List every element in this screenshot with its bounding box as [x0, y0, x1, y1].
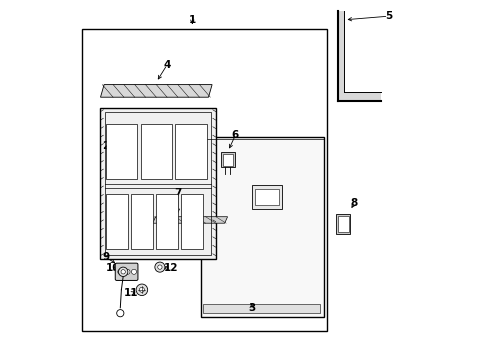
Circle shape	[155, 262, 164, 272]
Text: 12: 12	[163, 263, 178, 273]
Circle shape	[136, 284, 147, 296]
Polygon shape	[101, 85, 212, 97]
Circle shape	[131, 269, 136, 274]
Text: 6: 6	[231, 130, 239, 140]
Text: 7: 7	[174, 188, 181, 198]
Circle shape	[158, 265, 162, 269]
Bar	[82, 29, 326, 331]
Text: 11: 11	[123, 288, 138, 298]
Bar	[336, 214, 349, 234]
Bar	[221, 152, 234, 167]
Circle shape	[139, 287, 144, 292]
Bar	[106, 124, 137, 179]
Text: 10: 10	[105, 263, 120, 273]
Bar	[222, 154, 233, 166]
Text: 9: 9	[102, 252, 109, 262]
Bar	[130, 194, 153, 249]
Circle shape	[118, 269, 122, 274]
Bar	[101, 108, 215, 259]
Bar	[141, 124, 172, 179]
Bar	[337, 216, 348, 232]
Bar	[175, 124, 206, 179]
Bar	[156, 194, 178, 249]
Bar	[181, 194, 203, 249]
Text: 4: 4	[163, 60, 170, 70]
Polygon shape	[337, 11, 381, 101]
Text: 5: 5	[384, 11, 391, 21]
Circle shape	[118, 267, 127, 276]
Bar	[254, 189, 279, 205]
Bar	[105, 194, 127, 249]
Bar	[201, 137, 323, 317]
Polygon shape	[152, 217, 227, 223]
Text: 1: 1	[188, 15, 196, 25]
Text: 3: 3	[247, 303, 255, 313]
Bar	[203, 304, 320, 313]
Bar	[251, 185, 282, 209]
Circle shape	[121, 270, 125, 274]
Text: 2: 2	[102, 141, 109, 151]
Bar	[104, 112, 211, 255]
Text: 8: 8	[350, 198, 357, 208]
FancyBboxPatch shape	[115, 263, 138, 280]
Circle shape	[125, 269, 130, 274]
